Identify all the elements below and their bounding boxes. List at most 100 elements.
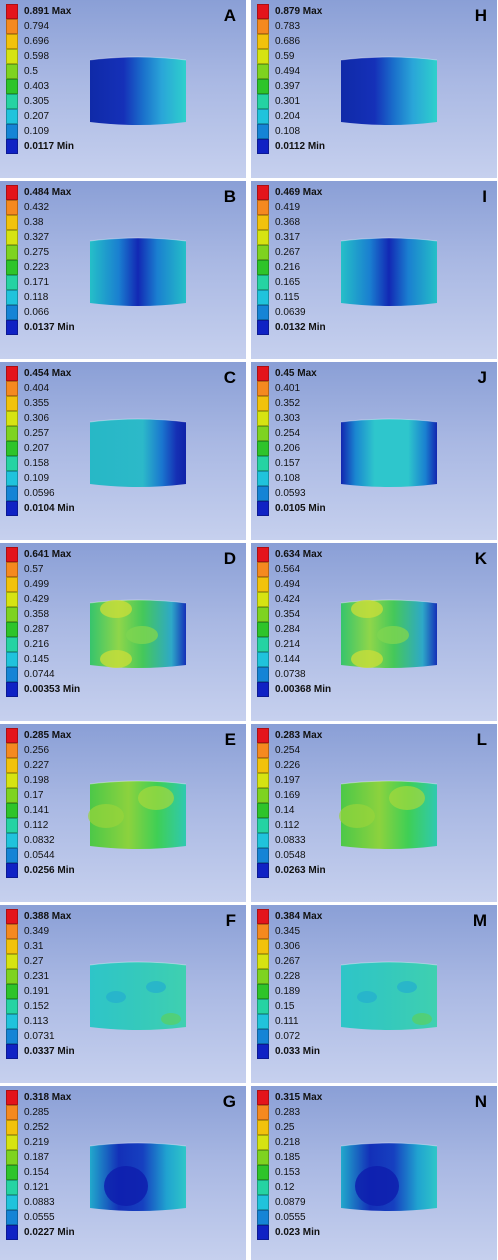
panel-letter: C	[223, 368, 236, 387]
legend-value: 0.187	[24, 1152, 50, 1163]
legend-value: 0.189	[275, 986, 301, 997]
legend-value: 0.198	[24, 775, 50, 786]
legend-swatch	[6, 1105, 18, 1120]
panel-letter: G	[222, 1092, 236, 1111]
cylinder-body	[90, 238, 186, 306]
cylinder-contour	[89, 1142, 187, 1211]
contour-patch	[88, 804, 124, 828]
legend-swatch	[257, 924, 269, 939]
legend-value: 0.401	[275, 383, 301, 394]
legend-swatch	[257, 230, 269, 245]
panel-letter: B	[223, 187, 236, 206]
legend-swatch	[6, 94, 18, 109]
cylinder-top-edge	[89, 418, 187, 423]
legend-swatch	[257, 637, 269, 652]
legend-swatch	[6, 1029, 18, 1044]
legend-value: 0.144	[275, 654, 301, 665]
legend-value: 0.285	[24, 1107, 50, 1118]
legend-swatch	[257, 185, 269, 200]
legend-value: 0.109	[24, 473, 50, 484]
contour-patch	[100, 600, 132, 618]
legend-swatch	[6, 109, 18, 124]
panel-letter: I	[482, 187, 487, 206]
legend-swatch	[6, 1135, 18, 1150]
legend-swatch	[6, 773, 18, 788]
legend-value: 0.5	[24, 66, 38, 77]
legend-value: 0.14	[275, 805, 295, 816]
legend-max-value: 0.285 Max	[24, 730, 72, 741]
legend-swatch	[257, 1135, 269, 1150]
contour-patch	[138, 786, 174, 810]
legend-swatch	[6, 999, 18, 1014]
legend-swatch	[6, 939, 18, 954]
legend-value: 0.57	[24, 564, 44, 575]
legend-max-value: 0.634 Max	[275, 549, 323, 560]
legend-value: 0.564	[275, 564, 301, 575]
legend-value: 0.145	[24, 654, 50, 665]
legend-value: 0.121	[24, 1182, 50, 1193]
legend-value: 0.141	[24, 805, 50, 816]
legend-value: 0.204	[275, 111, 301, 122]
legend-max-value: 0.469 Max	[275, 187, 323, 198]
legend-max-value: 0.318 Max	[24, 1092, 72, 1103]
legend-swatch	[257, 863, 269, 878]
legend-swatch	[6, 682, 18, 697]
legend-swatch	[257, 758, 269, 773]
legend-value: 0.218	[275, 1137, 301, 1148]
legend-min-value: 0.033 Min	[275, 1046, 321, 1057]
legend-value: 0.303	[275, 413, 301, 424]
legend-value: 0.267	[275, 956, 301, 967]
legend-value: 0.25	[275, 1122, 295, 1133]
legend-value: 0.424	[275, 594, 301, 605]
contour-panel-b: B 0.484 Max 0.432 0.38 0.327 0.275 0.223 0.171 0…	[0, 181, 246, 359]
legend-swatch	[257, 1210, 269, 1225]
legend-value: 0.118	[24, 292, 49, 303]
legend-swatch	[257, 1150, 269, 1165]
legend-swatch	[6, 803, 18, 818]
cylinder-contour	[340, 961, 438, 1030]
legend-swatch	[6, 577, 18, 592]
contour-patch	[355, 1166, 399, 1206]
legend-min-value: 0.0263 Min	[275, 865, 326, 876]
legend-swatch	[257, 728, 269, 743]
legend-swatch	[257, 1195, 269, 1210]
legend-swatch	[6, 200, 18, 215]
legend-swatch	[257, 305, 269, 320]
contour-patch	[351, 650, 383, 668]
legend-value: 0.0555	[24, 1212, 55, 1223]
legend-swatch	[6, 1180, 18, 1195]
legend-max-value: 0.283 Max	[275, 730, 323, 741]
legend-value: 0.206	[275, 443, 301, 454]
legend-swatch	[257, 64, 269, 79]
legend-min-value: 0.023 Min	[275, 1227, 321, 1238]
legend-swatch	[6, 1120, 18, 1135]
legend-value: 0.429	[24, 594, 50, 605]
contour-patch	[389, 786, 425, 810]
contour-patch	[397, 981, 417, 993]
cylinder-body	[341, 962, 437, 1030]
legend-swatch	[257, 411, 269, 426]
contour-panel-i: I 0.469 Max 0.419 0.368 0.317 0.267 0.216 0.165…	[251, 181, 497, 359]
legend-max-value: 0.388 Max	[24, 911, 72, 922]
legend-value: 0.349	[24, 926, 50, 937]
legend-value: 0.157	[275, 458, 301, 469]
contour-panel-c: C 0.454 Max 0.404 0.355 0.306 0.257 0.207 0.158…	[0, 362, 246, 540]
legend-swatch	[257, 396, 269, 411]
legend-swatch	[6, 471, 18, 486]
legend-value: 0.214	[275, 639, 301, 650]
cylinder-top-edge	[89, 780, 187, 785]
legend-value: 0.0731	[24, 1031, 55, 1042]
legend-value: 0.0593	[275, 488, 306, 499]
legend-swatch	[257, 290, 269, 305]
legend-swatch	[6, 1210, 18, 1225]
legend-value: 0.794	[24, 21, 50, 32]
legend-swatch	[257, 275, 269, 290]
legend-value: 0.108	[275, 126, 301, 137]
legend-value: 0.072	[275, 1031, 301, 1042]
legend-swatch	[6, 758, 18, 773]
legend-min-value: 0.0256 Min	[24, 865, 75, 876]
legend-min-value: 0.0117 Min	[24, 141, 75, 152]
legend-value: 0.252	[24, 1122, 50, 1133]
legend-min-value: 0.0227 Min	[24, 1227, 75, 1238]
legend-swatch	[6, 124, 18, 139]
